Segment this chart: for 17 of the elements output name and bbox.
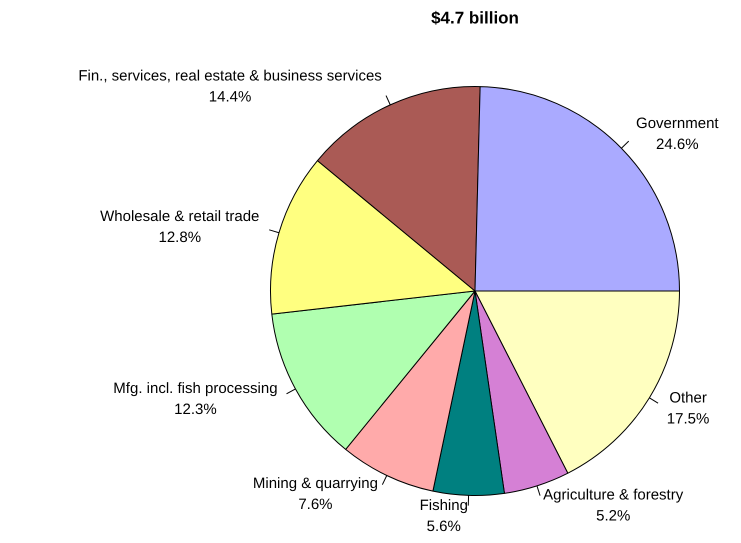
data-label: 17.5% <box>666 410 710 428</box>
data-label: 5.6% <box>426 518 461 535</box>
slice-label: Government <box>636 115 720 132</box>
slice-label: Wholesale & retail trade <box>100 208 260 226</box>
data-label: 12.3% <box>174 400 217 418</box>
data-label: 5.2% <box>596 508 630 525</box>
data-label: 12.8% <box>158 229 202 246</box>
slice-label: Mining & quarrying <box>252 475 378 492</box>
slice-label: Agriculture & forestry <box>543 486 684 504</box>
data-label: 7.6% <box>298 496 333 514</box>
slice-label: Other <box>669 390 707 407</box>
data-label: 24.6% <box>656 136 699 154</box>
chart-title: $4.7 billion <box>431 8 519 28</box>
slice-label: Fishing <box>420 496 468 514</box>
slice-label: Fin., services, real estate & business services <box>78 67 382 84</box>
data-label: 14.4% <box>208 88 252 106</box>
slice-label: Mfg. incl. fish processing <box>113 380 278 397</box>
